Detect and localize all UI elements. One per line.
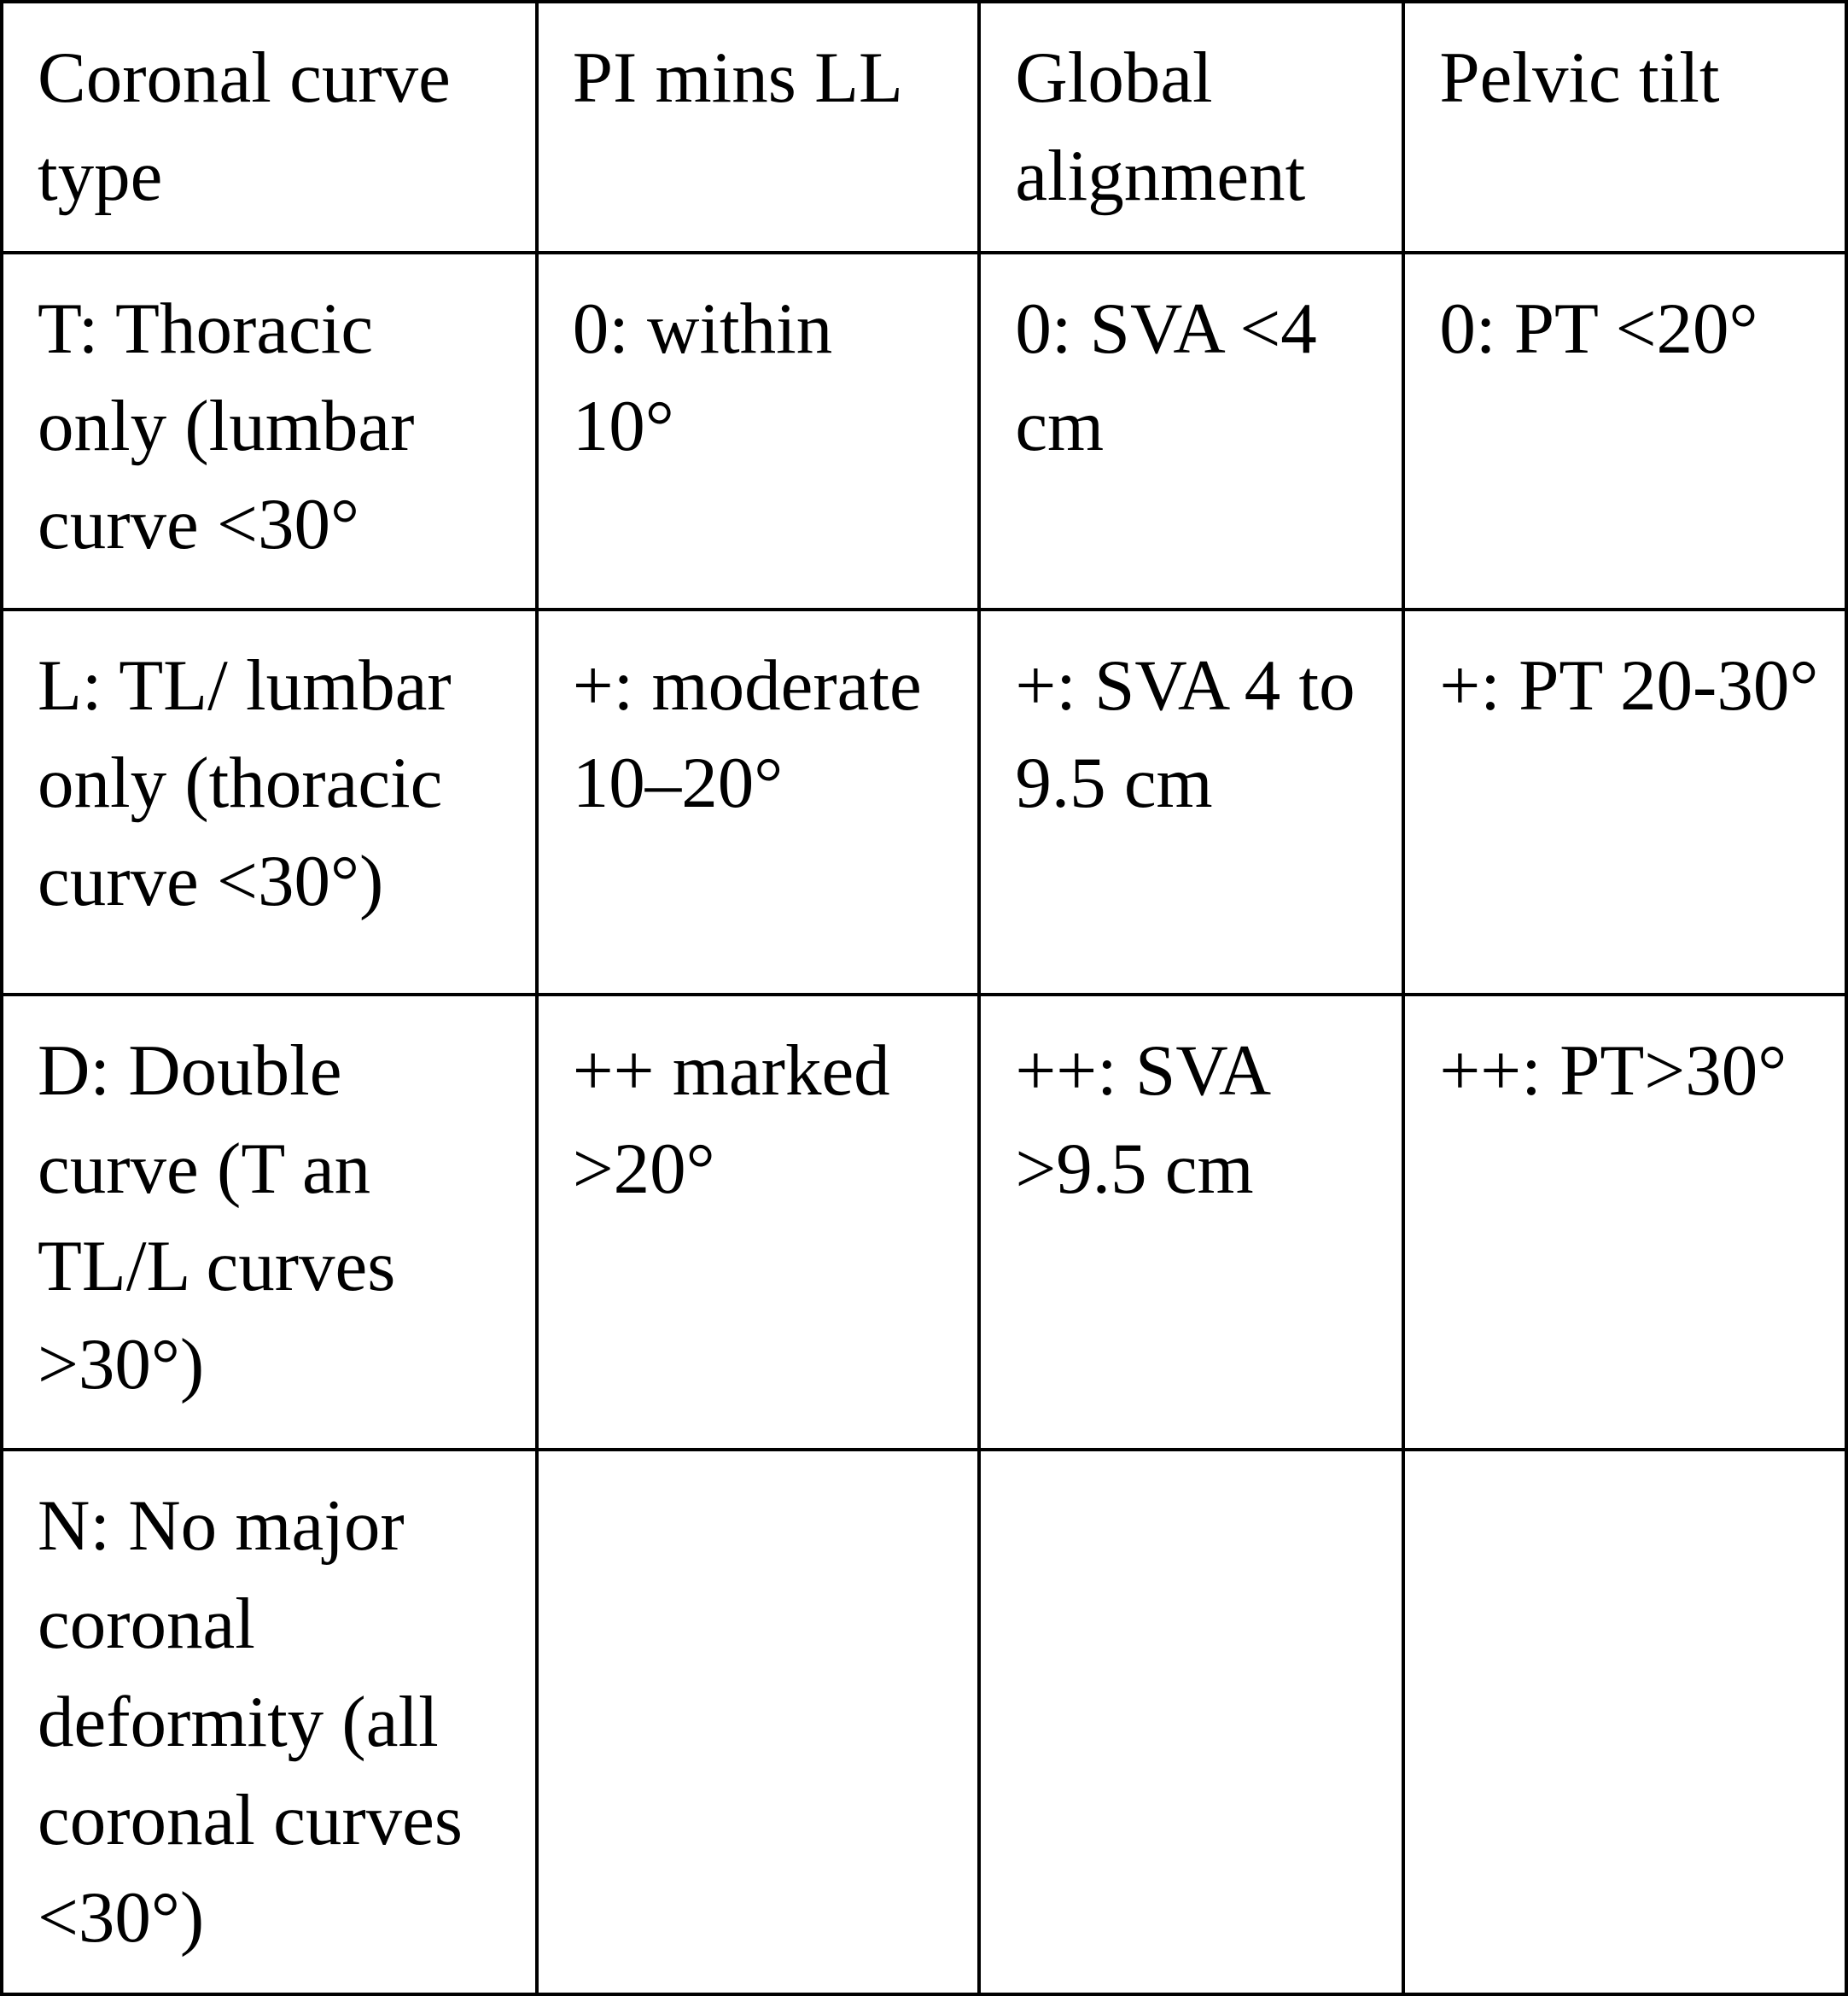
table-row: N: No major coronal deformity (all coron… (2, 1450, 1846, 1994)
header-global-alignment: Global alignment (979, 2, 1403, 253)
header-pi-minus-ll: PI mins LL (537, 2, 980, 253)
cell-global-alignment (979, 1450, 1403, 1994)
page: Coronal curve type PI mins LL Global ali… (0, 0, 1848, 1996)
srs-schwab-table: Coronal curve type PI mins LL Global ali… (0, 0, 1848, 1996)
header-pelvic-tilt: Pelvic tilt (1403, 2, 1846, 253)
cell-pelvic-tilt: ++: PT>30° (1403, 995, 1846, 1450)
table-row: D: Double curve (T an TL/L curves >30°) … (2, 995, 1846, 1450)
cell-pi-minus-ll: ++ marked >20° (537, 995, 980, 1450)
cell-pelvic-tilt (1403, 1450, 1846, 1994)
cell-pelvic-tilt: +: PT 20-30° (1403, 610, 1846, 995)
header-coronal-curve-type: Coronal curve type (2, 2, 537, 253)
cell-pelvic-tilt: 0: PT <20° (1403, 253, 1846, 610)
cell-coronal-curve-type: D: Double curve (T an TL/L curves >30°) (2, 995, 537, 1450)
cell-coronal-curve-type: L: TL/ lumbar only (thoracic curve <30°) (2, 610, 537, 995)
cell-global-alignment: ++: SVA >9.5 cm (979, 995, 1403, 1450)
cell-coronal-curve-type: T: Thoracic only (lumbar curve <30° (2, 253, 537, 610)
cell-pi-minus-ll (537, 1450, 980, 1994)
cell-global-alignment: +: SVA 4 to 9.5 cm (979, 610, 1403, 995)
table-row: L: TL/ lumbar only (thoracic curve <30°)… (2, 610, 1846, 995)
cell-coronal-curve-type: N: No major coronal deformity (all coron… (2, 1450, 537, 1994)
cell-pi-minus-ll: +: moderate 10–20° (537, 610, 980, 995)
table-header-row: Coronal curve type PI mins LL Global ali… (2, 2, 1846, 253)
cell-pi-minus-ll: 0: within 10° (537, 253, 980, 610)
table-row: T: Thoracic only (lumbar curve <30° 0: w… (2, 253, 1846, 610)
cell-global-alignment: 0: SVA <4 cm (979, 253, 1403, 610)
